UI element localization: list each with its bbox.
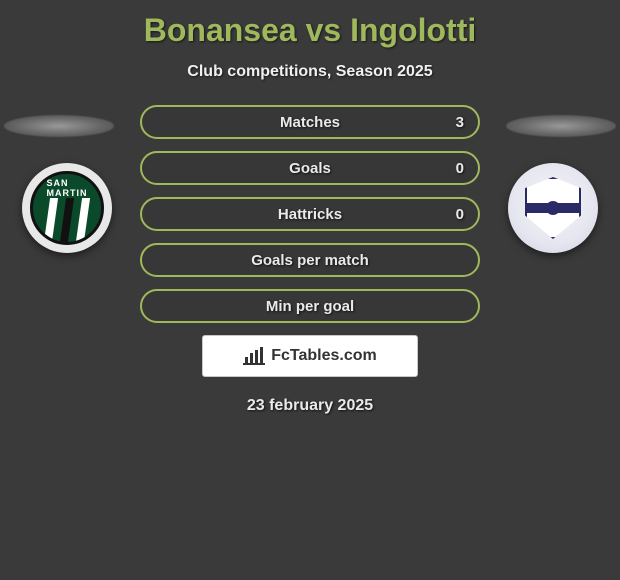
stat-label: Goals per match	[251, 252, 369, 269]
club-badge-left: SAN MARTIN	[22, 163, 112, 253]
stat-row-goals: Goals 0	[140, 151, 480, 185]
stat-row-goals-per-match: Goals per match	[140, 243, 480, 277]
stat-row-hattricks: Hattricks 0	[140, 197, 480, 231]
brand-text: FcTables.com	[271, 347, 377, 365]
stat-label: Goals	[289, 160, 331, 177]
badge-left-text: SAN MARTIN	[47, 178, 88, 198]
stat-row-min-per-goal: Min per goal	[140, 289, 480, 323]
stats-rows: Matches 3 Goals 0 Hattricks 0 Goals per …	[140, 101, 480, 323]
player-platform-right	[506, 115, 616, 137]
stat-label: Matches	[280, 114, 340, 131]
stat-right-value: 3	[456, 114, 464, 131]
footer-date: 23 february 2025	[0, 397, 620, 415]
stat-label: Hattricks	[278, 206, 342, 223]
gimnasia-badge-icon	[525, 177, 581, 239]
page-subtitle: Club competitions, Season 2025	[0, 63, 620, 81]
stat-row-matches: Matches 3	[140, 105, 480, 139]
san-martin-badge-icon: SAN MARTIN	[30, 171, 104, 245]
stat-right-value: 0	[456, 206, 464, 223]
stat-right-value: 0	[456, 160, 464, 177]
club-badge-right	[508, 163, 598, 253]
bar-chart-icon	[243, 347, 265, 365]
page-title: Bonansea vs Ingolotti	[0, 0, 620, 49]
player-platform-left	[4, 115, 114, 137]
stat-label: Min per goal	[266, 298, 354, 315]
brand-attribution[interactable]: FcTables.com	[202, 335, 418, 377]
comparison-stage: SAN MARTIN Matches 3 Goals 0 Hattricks 0	[0, 101, 620, 323]
